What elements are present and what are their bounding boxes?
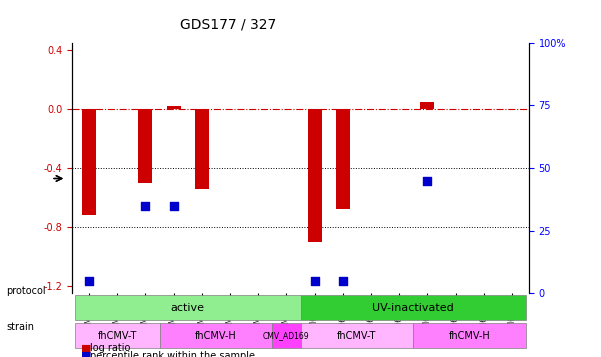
Text: percentile rank within the sample: percentile rank within the sample (90, 351, 255, 357)
Text: ■: ■ (81, 351, 91, 357)
Text: ■: ■ (81, 343, 91, 353)
Bar (420, 102, 435, 109)
FancyBboxPatch shape (75, 295, 300, 320)
Text: strain: strain (6, 322, 34, 332)
FancyBboxPatch shape (159, 323, 272, 348)
Bar (138, 109, 153, 183)
Text: GDS177 / 327: GDS177 / 327 (180, 17, 276, 31)
Bar (166, 106, 181, 109)
Text: fhCMV-H: fhCMV-H (195, 331, 237, 341)
FancyBboxPatch shape (300, 323, 413, 348)
Bar (82, 109, 96, 215)
Text: fhCMV-T: fhCMV-T (97, 331, 137, 341)
Text: UV-inactivated: UV-inactivated (373, 303, 454, 313)
Bar (195, 109, 209, 189)
Point (169, 203, 178, 208)
Point (338, 278, 347, 284)
Text: CMV_AD169: CMV_AD169 (263, 331, 310, 340)
Text: fhCMV-T: fhCMV-T (337, 331, 377, 341)
Point (84, 278, 94, 284)
Point (310, 278, 319, 284)
Bar (336, 109, 350, 210)
FancyBboxPatch shape (75, 323, 159, 348)
Text: fhCMV-H: fhCMV-H (449, 331, 490, 341)
Point (141, 203, 150, 208)
Bar (308, 109, 322, 242)
FancyBboxPatch shape (300, 295, 526, 320)
FancyBboxPatch shape (272, 323, 300, 348)
Text: active: active (171, 303, 205, 313)
FancyBboxPatch shape (413, 323, 526, 348)
Text: protocol: protocol (6, 286, 46, 296)
Text: log ratio: log ratio (90, 343, 130, 353)
Point (423, 178, 432, 183)
